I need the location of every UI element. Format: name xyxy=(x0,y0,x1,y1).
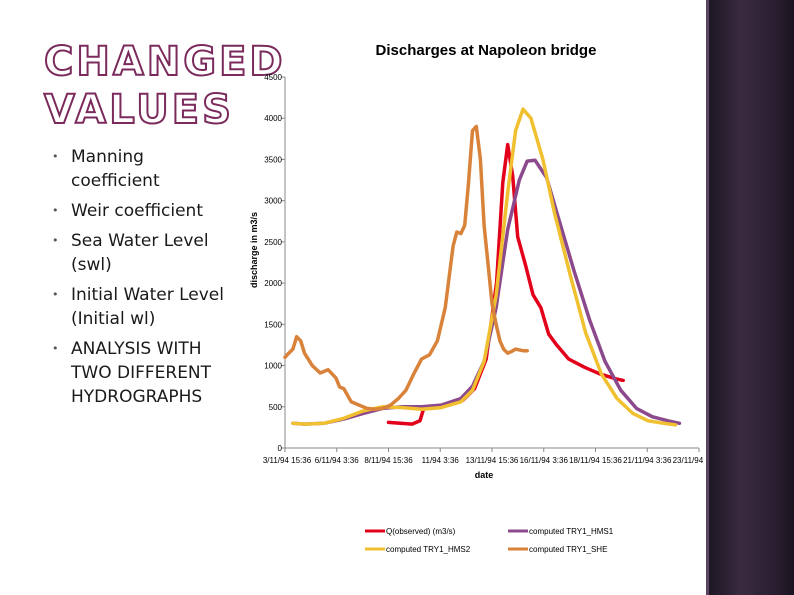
bullet-dot-icon: • xyxy=(52,204,59,217)
y-tick-label: 500 xyxy=(269,403,283,412)
bullet-dot-icon: • xyxy=(52,234,59,247)
y-tick-label: 3500 xyxy=(264,155,282,164)
slide-title: CHANGED VALUES xyxy=(43,38,286,134)
x-axis-label: date xyxy=(475,470,494,480)
bullet-item: • Initial Water Level (Initial wl) xyxy=(48,283,228,331)
decorative-side-strip xyxy=(706,0,794,595)
x-tick-label: 6/11/94 3:36 xyxy=(315,456,359,465)
bullet-dot-icon: • xyxy=(52,288,59,301)
y-tick-label: 0 xyxy=(278,444,283,453)
y-tick-label: 1500 xyxy=(264,320,282,329)
x-tick-label: 16/11/94 3:36 xyxy=(520,456,569,465)
bullet-item: • Manning coefficient xyxy=(48,145,228,193)
x-tick-label: 21/11/94 3:36 xyxy=(623,456,672,465)
y-tick-label: 1000 xyxy=(264,362,282,371)
bullet-list: • Manning coefficient • Weir coefficient •… xyxy=(48,145,228,415)
x-tick-label: 8/11/94 15:36 xyxy=(364,456,413,465)
bullet-text: Initial Water Level (Initial wl) xyxy=(71,285,224,329)
legend-label: computed TRY1_HMS1 xyxy=(529,527,614,536)
y-tick-label: 4500 xyxy=(264,73,282,82)
x-tick-label: 13/11/94 15:36 xyxy=(466,456,519,465)
bullet-dot-icon: • xyxy=(52,150,59,163)
axes-layer: 0 500 1000 1500 2000 2500 3000 3500 4000 4500 3/11… xyxy=(263,73,706,465)
y-tick-label: 3000 xyxy=(264,197,282,206)
x-tick-label: 23/11/94 15:36 xyxy=(673,456,706,465)
x-tick-label: 18/11/94 15:36 xyxy=(569,456,622,465)
legend-label: computed TRY1_SHE xyxy=(529,545,607,554)
bullet-item: • ANALYSIS WITH TWO DIFFERENT HYDROGRAPHS xyxy=(48,337,228,409)
series-layer xyxy=(283,107,682,427)
bullet-text: ANALYSIS WITH TWO DIFFERENT HYDROGRAPHS xyxy=(71,339,212,407)
bullet-text: Manning coefficient xyxy=(71,147,160,191)
x-tick-label: 3/11/94 15:36 xyxy=(263,456,312,465)
series-line-0 xyxy=(386,142,625,426)
y-axis-label: discharge in m3/s xyxy=(249,212,259,288)
y-tick-label: 2000 xyxy=(264,279,282,288)
bullet-dot-icon: • xyxy=(52,342,59,355)
bullet-item: • Weir coefficient xyxy=(48,199,228,223)
bullet-text: Weir coefficient xyxy=(71,201,203,221)
chart-legend: Q(observed) (m3/s) computed TRY1_HMS1comp… xyxy=(365,527,614,554)
series-line-1 xyxy=(291,158,682,426)
bullet-item: • Sea Water Level (swl) xyxy=(48,229,228,277)
bullet-text: Sea Water Level (swl) xyxy=(71,231,209,275)
discharge-chart: Discharges at Napoleon bridge discharge … xyxy=(249,42,706,554)
y-tick-label: 4000 xyxy=(264,114,282,123)
x-tick-label: 11/94 3:36 xyxy=(422,456,460,465)
legend-label: computed TRY1_HMS2 xyxy=(386,545,471,554)
legend-label: Q(observed) (m3/s) xyxy=(386,527,456,536)
chart-title: Discharges at Napoleon bridge xyxy=(376,42,597,59)
y-tick-label: 2500 xyxy=(264,238,282,247)
series-line-3 xyxy=(283,124,529,412)
